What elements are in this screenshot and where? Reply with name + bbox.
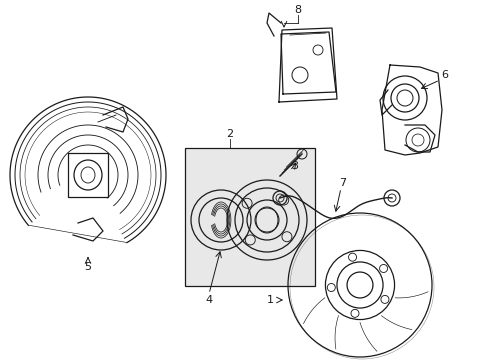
Text: 7: 7 [339,178,346,188]
Text: 4: 4 [205,295,212,305]
Text: 1: 1 [266,295,273,305]
Text: 6: 6 [441,70,447,80]
Text: 2: 2 [226,129,233,139]
Text: 5: 5 [84,262,91,272]
Bar [184,148,314,286]
Text: 8: 8 [294,5,301,15]
Text: 3: 3 [291,161,298,171]
